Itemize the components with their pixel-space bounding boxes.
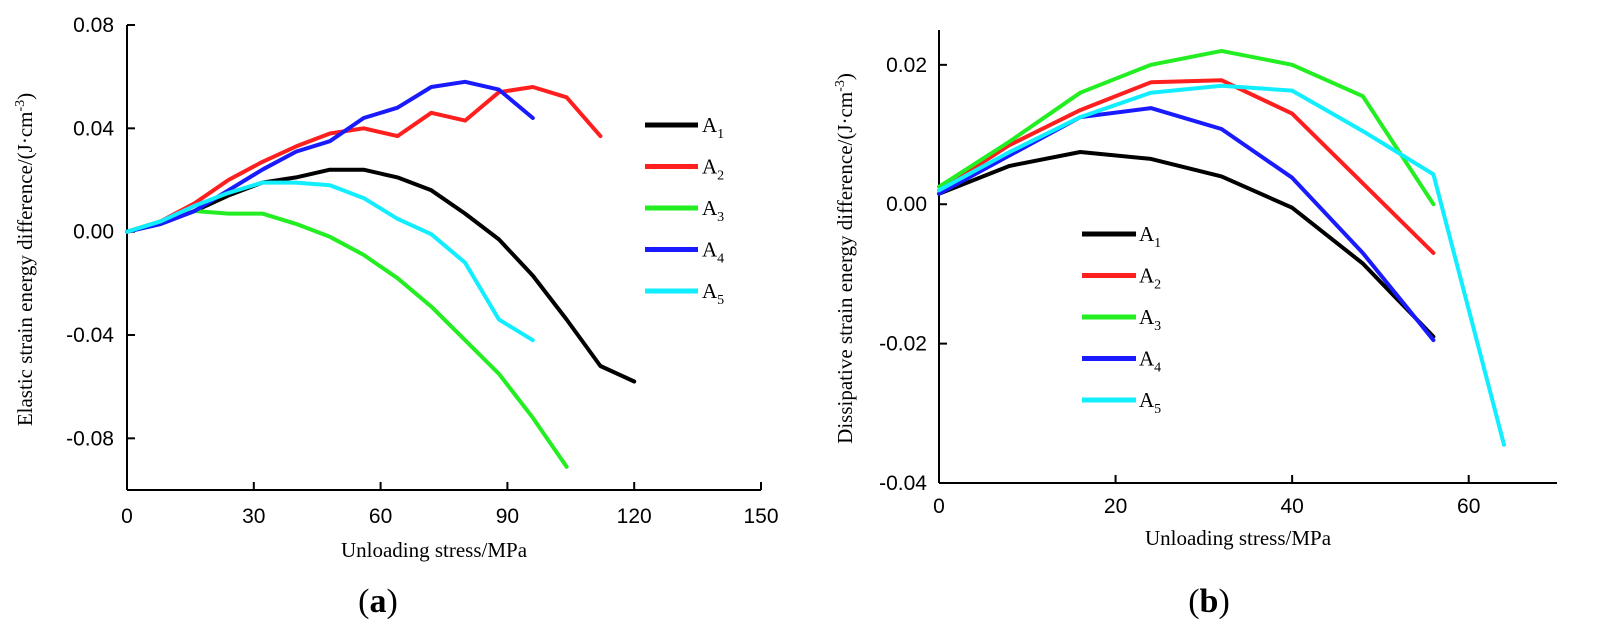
legend-label-a2: A2 (702, 155, 724, 184)
y-tick-label: -0.08 (66, 427, 114, 450)
y-axis-label: Elastic strain energy difference/(J·cm-3… (13, 93, 37, 426)
series-line-a2 (937, 78, 1436, 255)
x-tick-label: 60 (1457, 495, 1480, 518)
x-tick-label: 120 (617, 505, 652, 528)
panel-a: 0 30 60 90 120 150 -0.08 -0.04 0.00 0.04 0.08 Unloa… (13, 14, 779, 620)
legend: A1 A2 A3 A4 A5 (645, 113, 724, 308)
series-line-a5 (125, 180, 535, 343)
series-line-a5 (937, 83, 1506, 447)
x-tick-label: 90 (496, 505, 519, 528)
y-tick-label: 0.00 (73, 221, 114, 244)
legend-label-a2: A2 (1139, 264, 1161, 293)
x-tick-label: 20 (1104, 495, 1127, 518)
legend-label-a5: A5 (702, 279, 724, 308)
legend-label-a3: A3 (702, 196, 724, 225)
x-tick-label: 0 (933, 495, 945, 518)
legend-label-a4: A4 (1139, 347, 1161, 376)
series-line-a1 (937, 150, 1436, 339)
panel-label: (a) (358, 583, 398, 620)
x-axis-label: Unloading stress/MPa (1145, 526, 1332, 550)
legend-label-a5: A5 (1139, 388, 1161, 417)
series-line-a3 (937, 48, 1436, 207)
y-tick-label: 0.04 (73, 117, 114, 140)
x-axis-label: Unloading stress/MPa (341, 538, 528, 562)
y-tick-label: -0.02 (879, 333, 927, 356)
series-line-a4 (937, 106, 1436, 343)
y-tick-label: 0.00 (886, 193, 927, 216)
y-tick-label: -0.04 (66, 324, 114, 347)
series-line-a1 (125, 167, 637, 384)
x-tick-label: 30 (242, 505, 265, 528)
y-tick-label: -0.04 (879, 472, 927, 495)
series-line-a2 (125, 85, 603, 234)
x-tick-label: 40 (1280, 495, 1303, 518)
legend: A1 A2 A3 A4 A5 (1082, 222, 1161, 417)
y-tick-label: 0.02 (886, 54, 927, 77)
legend-label-a1: A1 (1139, 222, 1161, 251)
series-line-a3 (125, 209, 569, 469)
x-tick-label: 150 (743, 505, 778, 528)
series-line-a4 (125, 79, 535, 234)
y-tick-label: 0.08 (73, 14, 114, 37)
legend-label-a3: A3 (1139, 305, 1161, 334)
x-tick-label: 60 (369, 505, 392, 528)
panel-b: 0 20 40 60 -0.04 -0.02 0.00 0.02 Unloading stres… (833, 30, 1557, 620)
y-axis-label: Dissipative strain energy difference/(J·… (833, 73, 857, 444)
legend-label-a1: A1 (702, 113, 724, 142)
x-tick-label: 0 (121, 505, 133, 528)
panel-label: (b) (1188, 583, 1230, 620)
legend-label-a4: A4 (702, 238, 724, 267)
